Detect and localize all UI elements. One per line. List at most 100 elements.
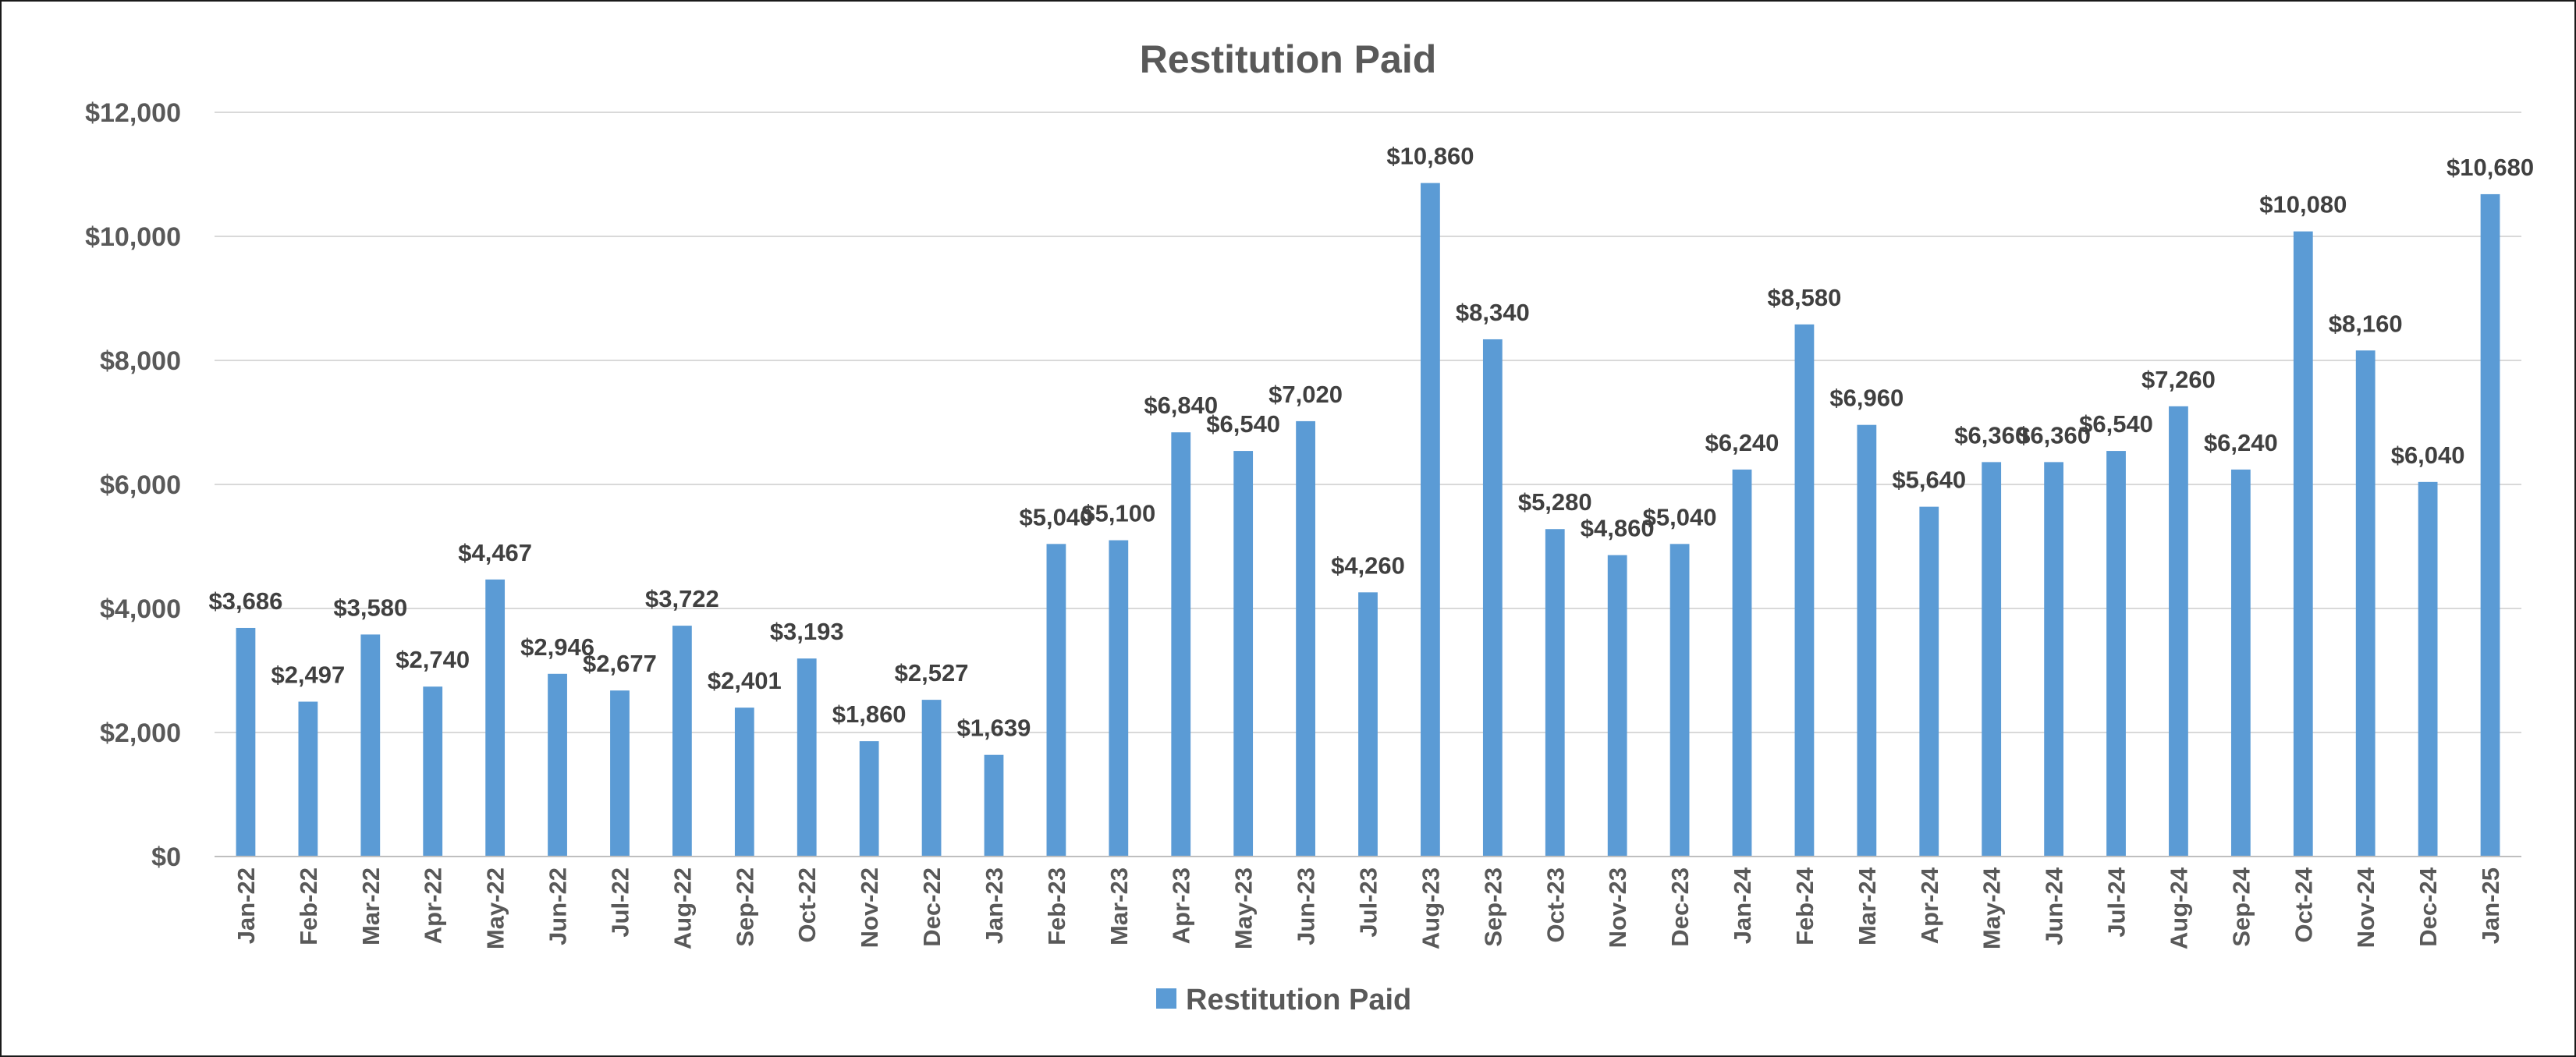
y-tick-label: $2,000 (100, 718, 181, 748)
x-tick-label: Mar-24 (1854, 867, 1881, 945)
bar (610, 690, 630, 857)
bar (2106, 451, 2126, 857)
x-tick-label: Feb-23 (1043, 867, 1070, 945)
data-label: $6,360 (2017, 421, 2091, 449)
data-label: $3,722 (645, 585, 719, 612)
data-label: $10,680 (2446, 154, 2534, 181)
legend-label: Restitution Paid (1186, 984, 1411, 1016)
x-tick-label: Feb-22 (295, 867, 322, 945)
x-tick-label: Jul-24 (2103, 867, 2131, 937)
x-tick-label: Dec-23 (1666, 867, 1694, 947)
x-tick-label: Mar-23 (1105, 867, 1133, 945)
x-tick-label: May-24 (1978, 867, 2006, 949)
data-label: $4,260 (1331, 552, 1405, 579)
x-tick-label: Aug-22 (669, 867, 696, 949)
data-label: $5,040 (1019, 503, 1093, 530)
x-tick-label: Oct-23 (1542, 867, 1569, 942)
x-tick-label: Jan-25 (2477, 867, 2504, 944)
bar (1233, 451, 1254, 857)
data-label: $6,040 (2391, 442, 2465, 469)
data-label: $10,860 (1386, 143, 1474, 170)
x-tick-label: Dec-22 (918, 867, 946, 947)
bar (1919, 506, 1939, 857)
bar (2169, 406, 2188, 857)
bar (485, 579, 506, 857)
y-tick-label: $4,000 (100, 594, 181, 624)
bar (797, 658, 817, 857)
x-axis-tick-labels: Jan-22 Feb-22 Mar-22 Apr-22 May-22 Jun-22 Jul-… (232, 867, 2504, 949)
x-tick-label: Apr-22 (420, 867, 447, 944)
x-tick-label: Apr-23 (1168, 867, 1195, 944)
bars (236, 183, 2500, 857)
bar (2355, 350, 2376, 857)
data-label: $6,960 (1829, 385, 1904, 412)
bar (2418, 481, 2438, 857)
bar (423, 686, 443, 857)
data-label: $6,240 (1705, 429, 1779, 456)
x-tick-label: Sep-22 (731, 867, 758, 947)
bar (236, 627, 256, 857)
data-label: $6,540 (2079, 410, 2153, 438)
bar (734, 708, 754, 857)
y-axis-tick-labels: $0 $2,000 $4,000 $6,000 $8,000 $10,000 $12,000 (85, 98, 181, 872)
data-label: $8,340 (1456, 299, 1530, 326)
data-label: $6,540 (1206, 410, 1280, 438)
bar (859, 741, 879, 857)
data-label: $4,467 (458, 539, 532, 566)
bar (360, 634, 381, 857)
bar (1732, 469, 1752, 857)
bar (1171, 432, 1191, 857)
data-label: $5,280 (1518, 488, 1592, 516)
bar (2293, 231, 2313, 857)
x-tick-label: Aug-24 (2165, 867, 2192, 949)
bar (1482, 339, 1503, 857)
x-tick-label: Aug-23 (1417, 867, 1444, 949)
data-label: $6,840 (1144, 392, 1218, 419)
bar (1046, 544, 1066, 857)
data-label: $5,640 (1892, 466, 1966, 494)
data-label: $1,639 (957, 715, 1031, 742)
y-tick-label: $10,000 (85, 222, 181, 252)
x-tick-label: Mar-22 (357, 867, 385, 945)
x-tick-label: Feb-24 (1791, 867, 1818, 945)
x-tick-label: Jun-24 (2041, 867, 2068, 945)
bar (298, 701, 318, 857)
data-labels: $3,686 $2,497 $3,580 $2,740 $4,467 $2,946$2,6… (209, 143, 2535, 742)
bar (1421, 183, 1440, 857)
legend-swatch (1156, 988, 1176, 1009)
data-label: $2,677 (583, 650, 657, 677)
x-tick-label: Nov-22 (856, 867, 883, 948)
bar (672, 626, 692, 857)
x-tick-label: Jan-24 (1729, 867, 1756, 944)
bar (1982, 462, 2002, 857)
y-tick-label: $12,000 (85, 98, 181, 128)
data-label: $2,401 (708, 667, 782, 694)
data-label: $8,160 (2329, 310, 2403, 337)
bar (1857, 424, 1877, 857)
bar (548, 673, 567, 857)
data-label: $6,360 (1954, 421, 2028, 449)
data-label: $3,580 (333, 594, 407, 621)
bar (921, 700, 942, 857)
x-tick-label: Oct-24 (2290, 867, 2317, 942)
bar (1669, 544, 1690, 857)
bar (1794, 324, 1815, 857)
data-label: $8,580 (1768, 284, 1842, 311)
x-tick-label: Nov-23 (1604, 867, 1631, 948)
legend: Restitution Paid (1156, 984, 1411, 1016)
x-tick-label: Sep-24 (2227, 867, 2255, 946)
x-tick-label: Jan-22 (232, 867, 260, 944)
data-label: $1,860 (832, 701, 907, 728)
bar (2230, 469, 2251, 857)
data-label: $6,240 (2204, 429, 2278, 456)
x-tick-label: Sep-23 (1479, 867, 1506, 947)
data-label: $5,100 (1081, 500, 1155, 527)
bar (1296, 420, 1315, 857)
chart-title: Restitution Paid (1140, 37, 1437, 81)
x-tick-label: Jul-23 (1355, 867, 1382, 938)
bar (1109, 540, 1129, 857)
bar (2044, 462, 2063, 857)
bar (1358, 592, 1378, 857)
data-label: $2,497 (271, 661, 345, 688)
